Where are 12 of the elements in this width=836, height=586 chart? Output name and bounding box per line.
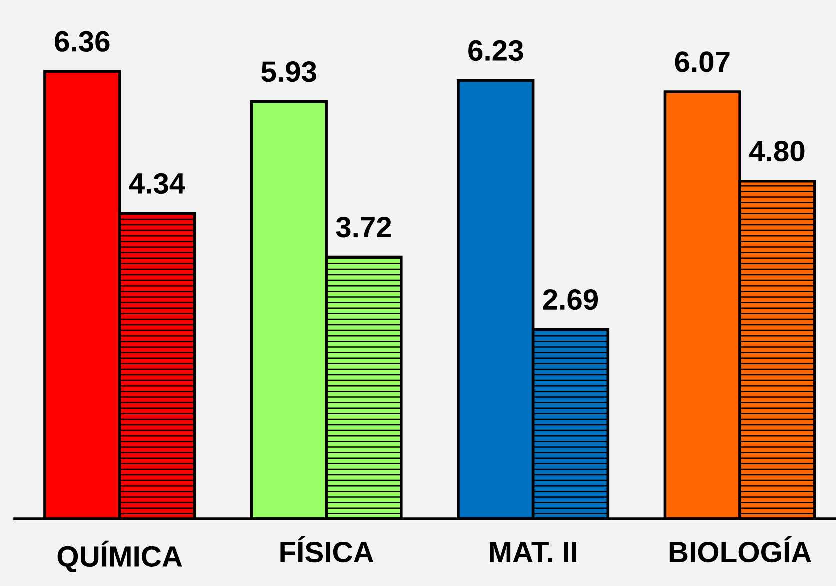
data-label: 6.07 [675, 52, 730, 72]
data-label: 6.36 [55, 31, 110, 52]
x-tick-label: QUÍMICA [58, 540, 182, 572]
data-label: 4.34 [129, 173, 186, 194]
data-label: 5.93 [262, 62, 316, 82]
data-label: 6.23 [468, 40, 524, 62]
x-tick-label: FÍSICA [280, 536, 374, 563]
x-tick-label: MAT. II [490, 542, 576, 562]
x-tick-label: BIOLOGÍA [670, 536, 812, 563]
data-label: 3.72 [336, 217, 392, 238]
data-label: 4.80 [750, 141, 805, 162]
data-label: 2.69 [543, 289, 598, 310]
